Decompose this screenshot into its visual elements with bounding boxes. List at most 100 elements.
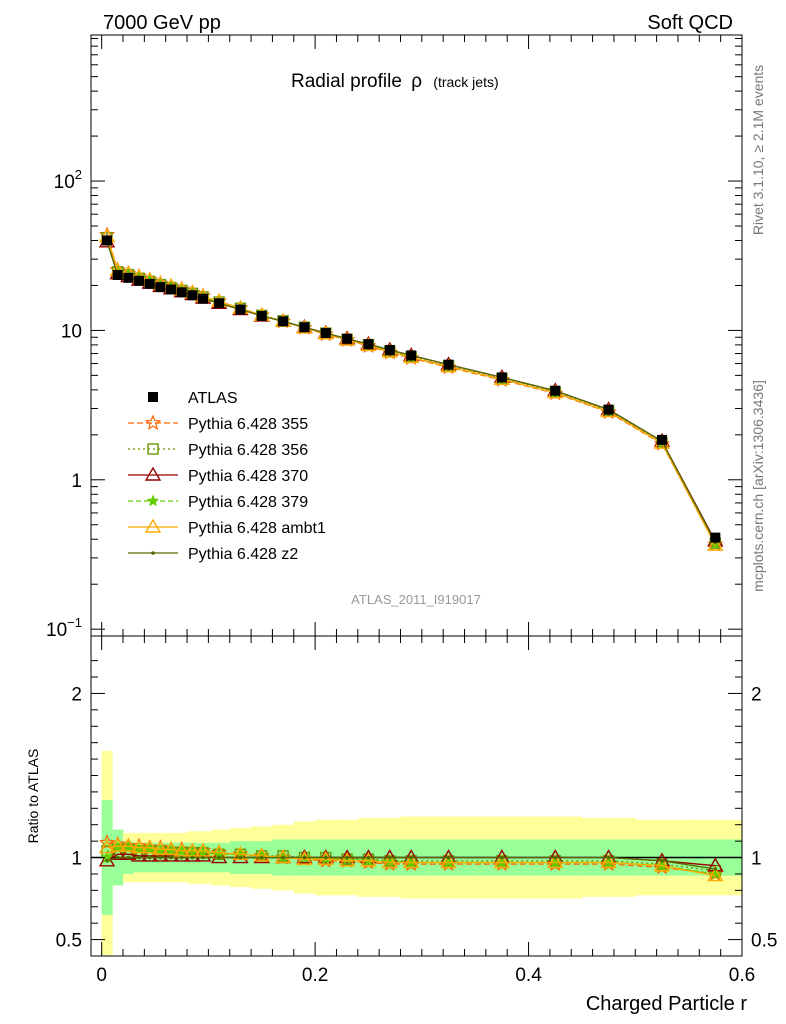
data-point — [112, 269, 123, 280]
ratio-point — [130, 839, 148, 854]
ratio-point — [317, 850, 335, 865]
data-point — [384, 344, 395, 355]
plot-title: Radial profile ρ (track jets) — [291, 71, 499, 92]
ratio-point — [281, 855, 285, 860]
plot-title-symbol: ρ — [411, 71, 422, 92]
legend-entry: Pythia 6.428 356 — [128, 442, 308, 459]
y-tick-label: 102 — [54, 167, 82, 193]
ratio-point — [253, 847, 270, 862]
ratio-point — [345, 855, 349, 860]
legend-marker — [144, 466, 162, 481]
data-point — [198, 293, 209, 304]
legend-entry: Pythia 6.428 370 — [128, 466, 308, 485]
ratio-point — [388, 855, 392, 860]
ratio-series-4 — [98, 837, 724, 882]
y-tick-label-base: 10 — [46, 620, 67, 641]
ratio-point — [323, 855, 328, 860]
legend-marker — [144, 518, 162, 533]
ratio-point — [409, 855, 413, 860]
ratio-y-tick-label: 0.5 — [56, 931, 82, 952]
ratio-point — [201, 855, 205, 860]
data-point — [710, 532, 721, 543]
ratio-point — [210, 849, 228, 864]
ratio-point — [190, 855, 195, 860]
ratio-y-tick-label-right: 1 — [751, 849, 762, 870]
data-point — [656, 434, 667, 445]
data-point — [299, 322, 310, 333]
data-point — [176, 287, 187, 298]
ratio-point — [440, 854, 457, 869]
ratio-y-tick-label: 1 — [71, 849, 82, 870]
y-tick-label: 10−1 — [46, 615, 82, 641]
data-point — [550, 385, 561, 396]
ratio-point — [126, 855, 131, 860]
y-tick-label: 1 — [71, 471, 82, 492]
plot-title-suffix: (track jets) — [433, 74, 498, 90]
data-point — [256, 310, 267, 321]
ratio-point — [547, 854, 564, 869]
ratio-point — [366, 855, 371, 860]
legend-marker — [151, 551, 155, 555]
ratio-point — [232, 849, 249, 864]
data-point — [603, 404, 614, 415]
x-tick-label: 0 — [96, 965, 107, 986]
ratio-point — [115, 855, 120, 860]
ratio-point — [137, 855, 141, 860]
ratio-line — [106, 845, 716, 877]
ratio-point — [217, 855, 221, 860]
ratio-point — [660, 859, 664, 863]
ratio-line — [106, 848, 716, 872]
ratio-point — [259, 855, 264, 860]
ratio-point — [147, 855, 152, 860]
data-point — [707, 536, 724, 551]
data-point — [166, 284, 177, 295]
data-point — [406, 350, 417, 361]
legend-label: Pythia 6.428 356 — [188, 442, 308, 459]
ratio-series-5 — [105, 855, 718, 871]
ratio-point — [381, 854, 399, 869]
data-point — [235, 304, 246, 315]
ratio-point — [302, 855, 307, 860]
ratio-point — [169, 855, 173, 860]
ratio-point — [105, 859, 109, 863]
data-point — [144, 278, 155, 289]
legend-label: Pythia 6.428 ambt1 — [188, 520, 326, 537]
legend-entry: Pythia 6.428 355 — [128, 414, 308, 433]
rivet-label: Rivet 3.1.10, ≥ 2.1M events — [750, 65, 766, 235]
ratio-point — [179, 855, 184, 860]
legend-entry: Pythia 6.428 ambt1 — [128, 518, 326, 537]
ratio-y-tick-label-right: 2 — [751, 684, 762, 705]
legend: ATLAS Pythia 6.428 355 Pythia 6.428 356 Pyt… — [128, 390, 326, 563]
ratio-point — [446, 855, 451, 860]
plot-title-main: Radial profile — [291, 71, 402, 92]
legend-label: Pythia 6.428 370 — [188, 468, 308, 485]
data-point — [320, 328, 331, 339]
data-point — [443, 359, 454, 370]
ratio-point — [130, 847, 148, 862]
ratio-point — [162, 840, 180, 856]
ratio-point — [653, 857, 671, 872]
legend-entry: Pythia 6.428 z2 — [128, 546, 298, 563]
ratio-point — [600, 854, 617, 869]
legend-marker — [144, 414, 162, 430]
data-point — [134, 275, 145, 286]
x-tick-label: 0.4 — [515, 965, 542, 986]
data-point — [278, 316, 289, 327]
data-point — [102, 235, 113, 246]
data-point — [363, 339, 374, 350]
ratio-y-tick-label-right: 0.5 — [751, 931, 777, 952]
y-tick-label: 10 — [61, 321, 82, 342]
ratio-point — [120, 837, 137, 852]
ratio-point — [500, 855, 504, 860]
x-tick-label: 0.2 — [302, 965, 328, 986]
data-point — [155, 282, 166, 293]
y-tick-label-base: 10 — [54, 172, 75, 193]
ratio-panel: 0.5 0.5 1 1 2 2 0 0.2 0.4 0.6 Ratio to ATLAS Char… — [25, 635, 777, 1015]
legend-marker — [147, 443, 159, 455]
ratio-point — [274, 849, 292, 864]
ratio-point — [338, 849, 356, 864]
header-right: Soft QCD — [647, 12, 733, 34]
legend-marker — [148, 392, 158, 402]
